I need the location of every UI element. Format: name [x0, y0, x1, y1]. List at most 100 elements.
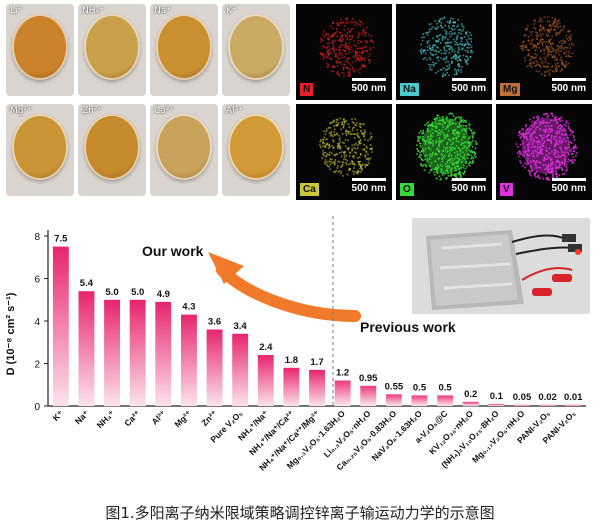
- eds-map-ca: Ca 500 nm: [296, 104, 392, 200]
- photo-label: Na⁺: [154, 6, 171, 16]
- pouch-cell-photo: [412, 218, 590, 314]
- previous-work-label: Previous work: [360, 319, 456, 335]
- eds-map-n: N 500 nm: [296, 4, 392, 100]
- y-tick-label: 6: [34, 275, 40, 286]
- element-label: O: [400, 183, 414, 196]
- trend-arrow: [216, 264, 361, 322]
- element-label: Na: [400, 83, 419, 96]
- y-axis-label: D (10⁻⁸ cm² s⁻¹): [5, 292, 17, 375]
- electrolyte-photo: Li⁺: [6, 4, 74, 96]
- category-label: Al³⁺: [149, 408, 168, 427]
- category-label: K⁺: [51, 408, 66, 423]
- bar: [283, 367, 300, 407]
- eds-map-mg: Mg 500 nm: [496, 4, 592, 100]
- bar: [129, 299, 146, 407]
- value-label: 5.4: [80, 278, 94, 289]
- bar: [411, 395, 428, 406]
- trend-arrowhead: [208, 252, 244, 284]
- petri-dish: [228, 14, 284, 80]
- electrolyte-photo: Mg²⁺: [6, 104, 74, 196]
- photo-label: Al³⁺: [226, 106, 244, 116]
- bar: [52, 246, 69, 406]
- scale-bar: 500 nm: [551, 78, 586, 94]
- element-label: N: [300, 83, 314, 96]
- photo-label: Li⁺: [10, 6, 23, 16]
- bar: [462, 401, 479, 407]
- value-label: 4.9: [157, 289, 170, 300]
- electrolyte-photo: Al³⁺: [222, 104, 290, 196]
- petri-dish: [156, 114, 212, 180]
- value-label: 5.0: [131, 287, 144, 298]
- eds-map-grid: N 500 nm Na 500 nm Mg 500 nm Ca 500 nm O 500 nm V 5…: [296, 4, 594, 200]
- bar: [232, 333, 249, 407]
- value-label: 1.8: [285, 355, 298, 366]
- petri-dish: [156, 14, 212, 80]
- scale-bar: 500 nm: [551, 178, 586, 194]
- element-label: V: [500, 183, 513, 196]
- bar: [334, 380, 351, 406]
- value-label: 0.02: [538, 392, 557, 403]
- figure-caption: 图1.多阳离子纳米限域策略调控锌离子输运动力学的示意图: [105, 504, 495, 522]
- value-label: 0.5: [438, 382, 452, 393]
- value-label: 3.4: [233, 321, 247, 332]
- electrolyte-photo-grid: Li⁺ NH₄⁺ Na⁺ K⁺ Mg²⁺ Zn²⁺ Ca²⁺ Al³⁺: [6, 4, 290, 196]
- value-label: 0.5: [413, 382, 427, 393]
- value-label: 0.95: [359, 373, 378, 384]
- bar: [309, 369, 325, 406]
- y-tick-label: 0: [34, 402, 40, 413]
- photo-label: K⁺: [226, 6, 237, 16]
- bar: [206, 329, 223, 406]
- bar: [78, 291, 95, 406]
- category-label: Ca²⁺: [122, 408, 142, 428]
- value-label: 4.3: [182, 302, 195, 313]
- value-label: 0.2: [464, 389, 477, 400]
- chart-value-labels: 7.5 5.4 5.0 5.0 4.9 4.3 3.6 3.4 2.4 1.8 1.7 1.2 0.95…: [54, 234, 583, 403]
- bar: [539, 404, 556, 406]
- petri-dish: [228, 114, 284, 180]
- scale-bar: 500 nm: [351, 178, 386, 194]
- diffusion-bar-chart: 0 2 4 6 8 7.5 5.4 5.0 5.0 4.9 4.3 3.6 3.4 2.4 1.8 1.7 1…: [5, 216, 586, 473]
- bar: [488, 403, 505, 406]
- bar: [181, 314, 197, 406]
- electrolyte-photo: Zn²⁺: [78, 104, 146, 196]
- scale-bar: 500 nm: [451, 78, 486, 94]
- category-label: Zn²⁺: [199, 408, 219, 428]
- bar: [257, 355, 274, 406]
- bar: [360, 385, 377, 406]
- value-label: 0.1: [490, 391, 504, 402]
- y-tick-label: 4: [34, 317, 40, 328]
- petri-dish: [12, 114, 68, 180]
- value-label: 1.7: [310, 357, 323, 368]
- chart-category-labels: K⁺ Na⁺ NH₄⁺ Ca²⁺ Al³⁺ Mg²⁺ Zn²⁺Pure V₂O₅NH₄⁺/N…: [51, 408, 578, 473]
- y-tick-label: 8: [34, 232, 40, 243]
- electrolyte-photo: NH₄⁺: [78, 4, 146, 96]
- electrolyte-photo: Ca²⁺: [150, 104, 218, 196]
- value-label: 5.0: [105, 287, 118, 298]
- photo-label: NH₄⁺: [82, 6, 104, 16]
- eds-map-na: Na 500 nm: [396, 4, 492, 100]
- category-label: NH₄⁺: [95, 408, 117, 430]
- photo-label: Ca²⁺: [154, 106, 175, 116]
- petri-dish: [84, 14, 140, 80]
- eds-map-o: O 500 nm: [396, 104, 492, 200]
- bar: [155, 301, 172, 406]
- value-label: 2.4: [259, 342, 273, 353]
- photo-label: Zn²⁺: [82, 106, 103, 116]
- chart-bars: [52, 246, 582, 407]
- bar: [565, 404, 582, 406]
- value-label: 0.01: [564, 392, 583, 403]
- scale-bar: 500 nm: [351, 78, 386, 94]
- bar: [385, 394, 402, 406]
- petri-dish: [12, 14, 68, 80]
- value-label: 0.55: [385, 381, 404, 392]
- photo-label: Mg²⁺: [10, 106, 32, 116]
- our-work-label: Our work: [142, 243, 204, 259]
- bar: [514, 404, 530, 406]
- eds-map-v: V 500 nm: [496, 104, 592, 200]
- value-label: 1.2: [336, 368, 349, 379]
- electrolyte-photo: Na⁺: [150, 4, 218, 96]
- bar: [104, 299, 120, 407]
- element-label: Mg: [500, 83, 521, 96]
- element-label: Ca: [300, 183, 319, 196]
- value-label: 3.6: [208, 317, 221, 328]
